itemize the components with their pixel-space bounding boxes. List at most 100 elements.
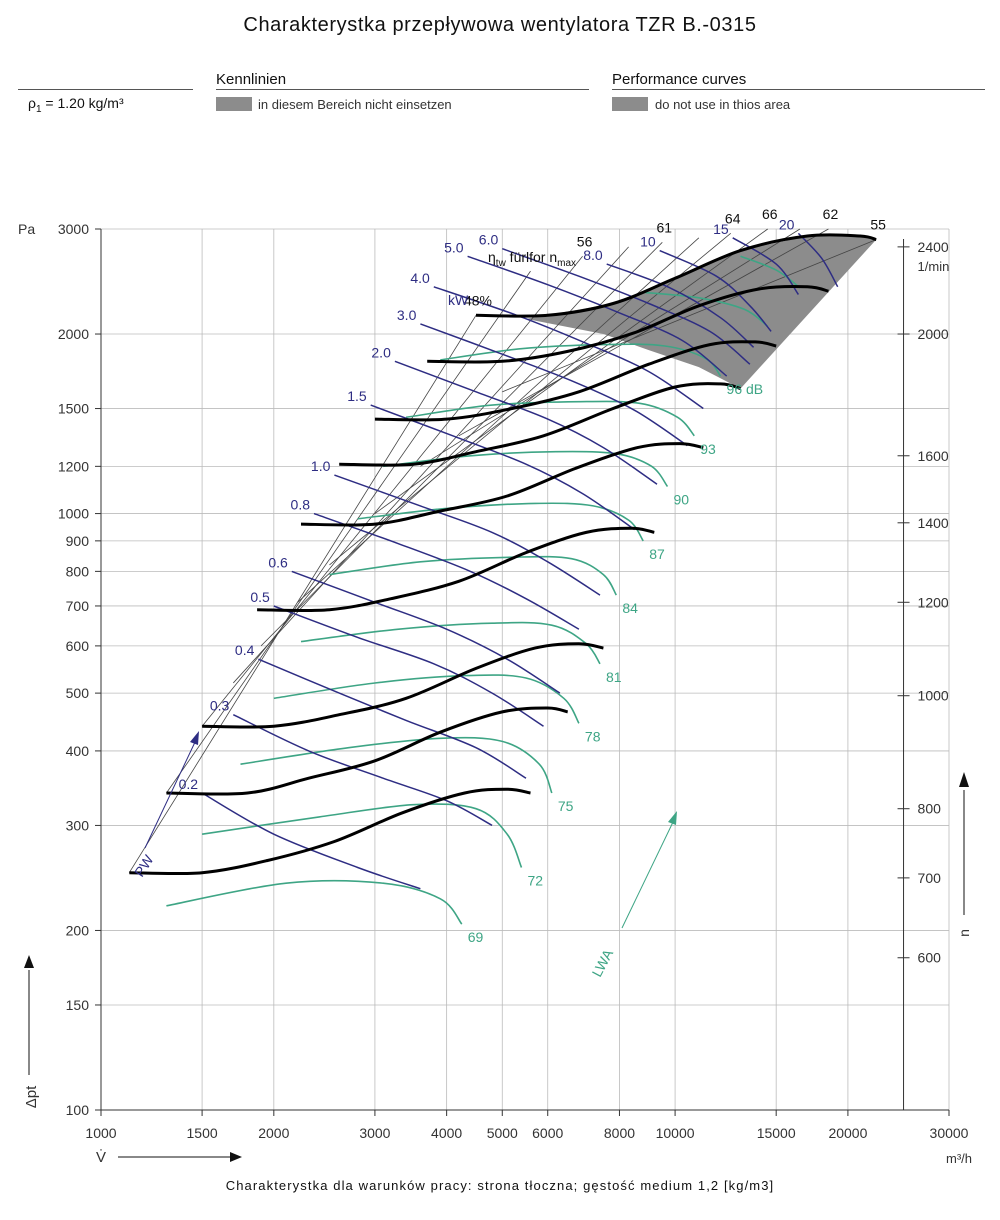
speed-curve [300, 442, 704, 527]
power-label: 2.0 [371, 344, 391, 360]
kennlinien-legend-swatch [216, 97, 252, 111]
speed-tick-label: 1200 [918, 594, 949, 610]
x-tick-label: 4000 [431, 1125, 462, 1141]
speed-tick-label: 1000 [918, 688, 949, 704]
power-label: 0.8 [291, 497, 311, 513]
power-line [606, 263, 755, 348]
speed-curve [257, 526, 655, 612]
noise-curve [300, 621, 601, 665]
noise-label: 96 dB [727, 381, 764, 397]
efficiency-line [329, 233, 731, 566]
power-line [433, 286, 704, 410]
speed-tick-label: 600 [918, 950, 942, 966]
noise-label: 78 [585, 728, 601, 744]
efficiency-line [166, 270, 531, 794]
efficiency-label: 62 [823, 206, 839, 222]
x-tick-label: 1500 [187, 1125, 218, 1141]
performance-header-line [612, 89, 985, 90]
power-label: 8.0 [583, 247, 603, 263]
efficiency-title: ηtw fürlfor nmax [488, 249, 576, 269]
density-subscript: 1 [35, 103, 42, 115]
power-label: 0.2 [179, 776, 199, 792]
performance-heading: Performance curves [612, 71, 747, 88]
efficiency-line [128, 315, 477, 873]
efficiency-label: 61 [657, 219, 673, 235]
efficiency-line [297, 237, 700, 603]
y-tick-label: 700 [66, 598, 90, 614]
efficiency-title-part: max [557, 258, 576, 269]
noise-label: 72 [527, 873, 543, 889]
density-symbol: ρ [28, 95, 36, 111]
x-tick-label: 20000 [828, 1125, 867, 1141]
efficiency-line [502, 239, 877, 393]
power-label: 3.0 [397, 307, 417, 323]
density-value: = 1.20 kg/m³ [41, 95, 124, 111]
efficiency-title-part: tw [496, 258, 507, 269]
y-tick-label: 100 [66, 1102, 90, 1118]
noise-label: 87 [649, 546, 665, 562]
power-label: 20 [779, 216, 795, 232]
x-axis-arrow-head [230, 1152, 242, 1162]
pw-arrow-line [144, 739, 197, 849]
power-label: 0.4 [235, 642, 255, 658]
speed-tick-label: 2400 [918, 239, 949, 255]
efficiency-label: 66 [762, 206, 778, 222]
performance-legend-text: do not use in thios area [655, 97, 791, 112]
speed-curves [129, 233, 877, 876]
power-line [370, 404, 636, 531]
y-tick-label: 800 [66, 563, 90, 579]
efficiency-label: 48% [464, 292, 492, 308]
lwa-arrow-head [668, 811, 677, 825]
power-label: 1.0 [311, 458, 331, 474]
power-line [273, 605, 544, 727]
speed-tick-label: 1400 [918, 515, 949, 531]
y-tick-label: 400 [66, 743, 90, 759]
x-tick-label: 2000 [258, 1125, 289, 1141]
x-tick-label: 3000 [359, 1125, 390, 1141]
y-tick-label: 200 [66, 922, 90, 938]
power-label: 1.5 [347, 388, 367, 404]
efficiency-title-part: fürlfor n [506, 249, 557, 265]
power-line [232, 714, 493, 827]
noise-curve [357, 502, 644, 542]
y-tick-label: 1200 [58, 458, 89, 474]
y-tick-label: 900 [66, 533, 90, 549]
forbidden-area-layer [526, 236, 877, 389]
power-label: 15 [713, 221, 729, 237]
performance-legend-swatch [612, 97, 648, 111]
power-line [797, 232, 839, 288]
grid [100, 228, 950, 1111]
speed-tick-label: 2000 [918, 326, 949, 342]
efficiency-label: 55 [870, 217, 886, 233]
x-unit-label: m³/h [946, 1151, 972, 1166]
y-tick-label: 1000 [58, 506, 89, 522]
footer-note: Charakterystka dla warunków pracy: stron… [225, 1178, 775, 1193]
kennlinien-heading: Kennlinien [216, 71, 287, 88]
power-label: 5.0 [444, 239, 464, 255]
power-line [659, 249, 772, 332]
noise-curve [405, 400, 695, 437]
x-tick-label: 6000 [532, 1125, 563, 1141]
x-tick-label: 15000 [757, 1125, 796, 1141]
power-label: 0.5 [250, 589, 270, 605]
x-axis-label: V̇ [96, 1149, 106, 1166]
noise-curve [273, 674, 580, 724]
pw-arrow-head [190, 731, 199, 745]
speed-axis-label: n [956, 929, 972, 937]
speed-tick-label: 700 [918, 870, 942, 886]
density-header-line [18, 89, 193, 90]
axes: 100 150 200 300 400 500 600 700 800 900 1000 1200 15… [18, 221, 972, 1166]
lwa-label: LWA [589, 946, 617, 980]
x-tick-label: 30000 [930, 1125, 969, 1141]
forbidden-area [526, 236, 877, 389]
efficiency-title-part: η [488, 249, 496, 265]
power-line [201, 792, 421, 890]
speed-curve [475, 233, 877, 318]
pw-label: PW [131, 851, 157, 879]
speed-curve [202, 642, 604, 729]
power-label: 0.3 [210, 698, 230, 714]
power-label: 0.6 [268, 554, 288, 570]
x-tick-label: 10000 [656, 1125, 695, 1141]
y-unit-label: Pa [18, 221, 35, 237]
noise-label: 84 [622, 600, 638, 616]
